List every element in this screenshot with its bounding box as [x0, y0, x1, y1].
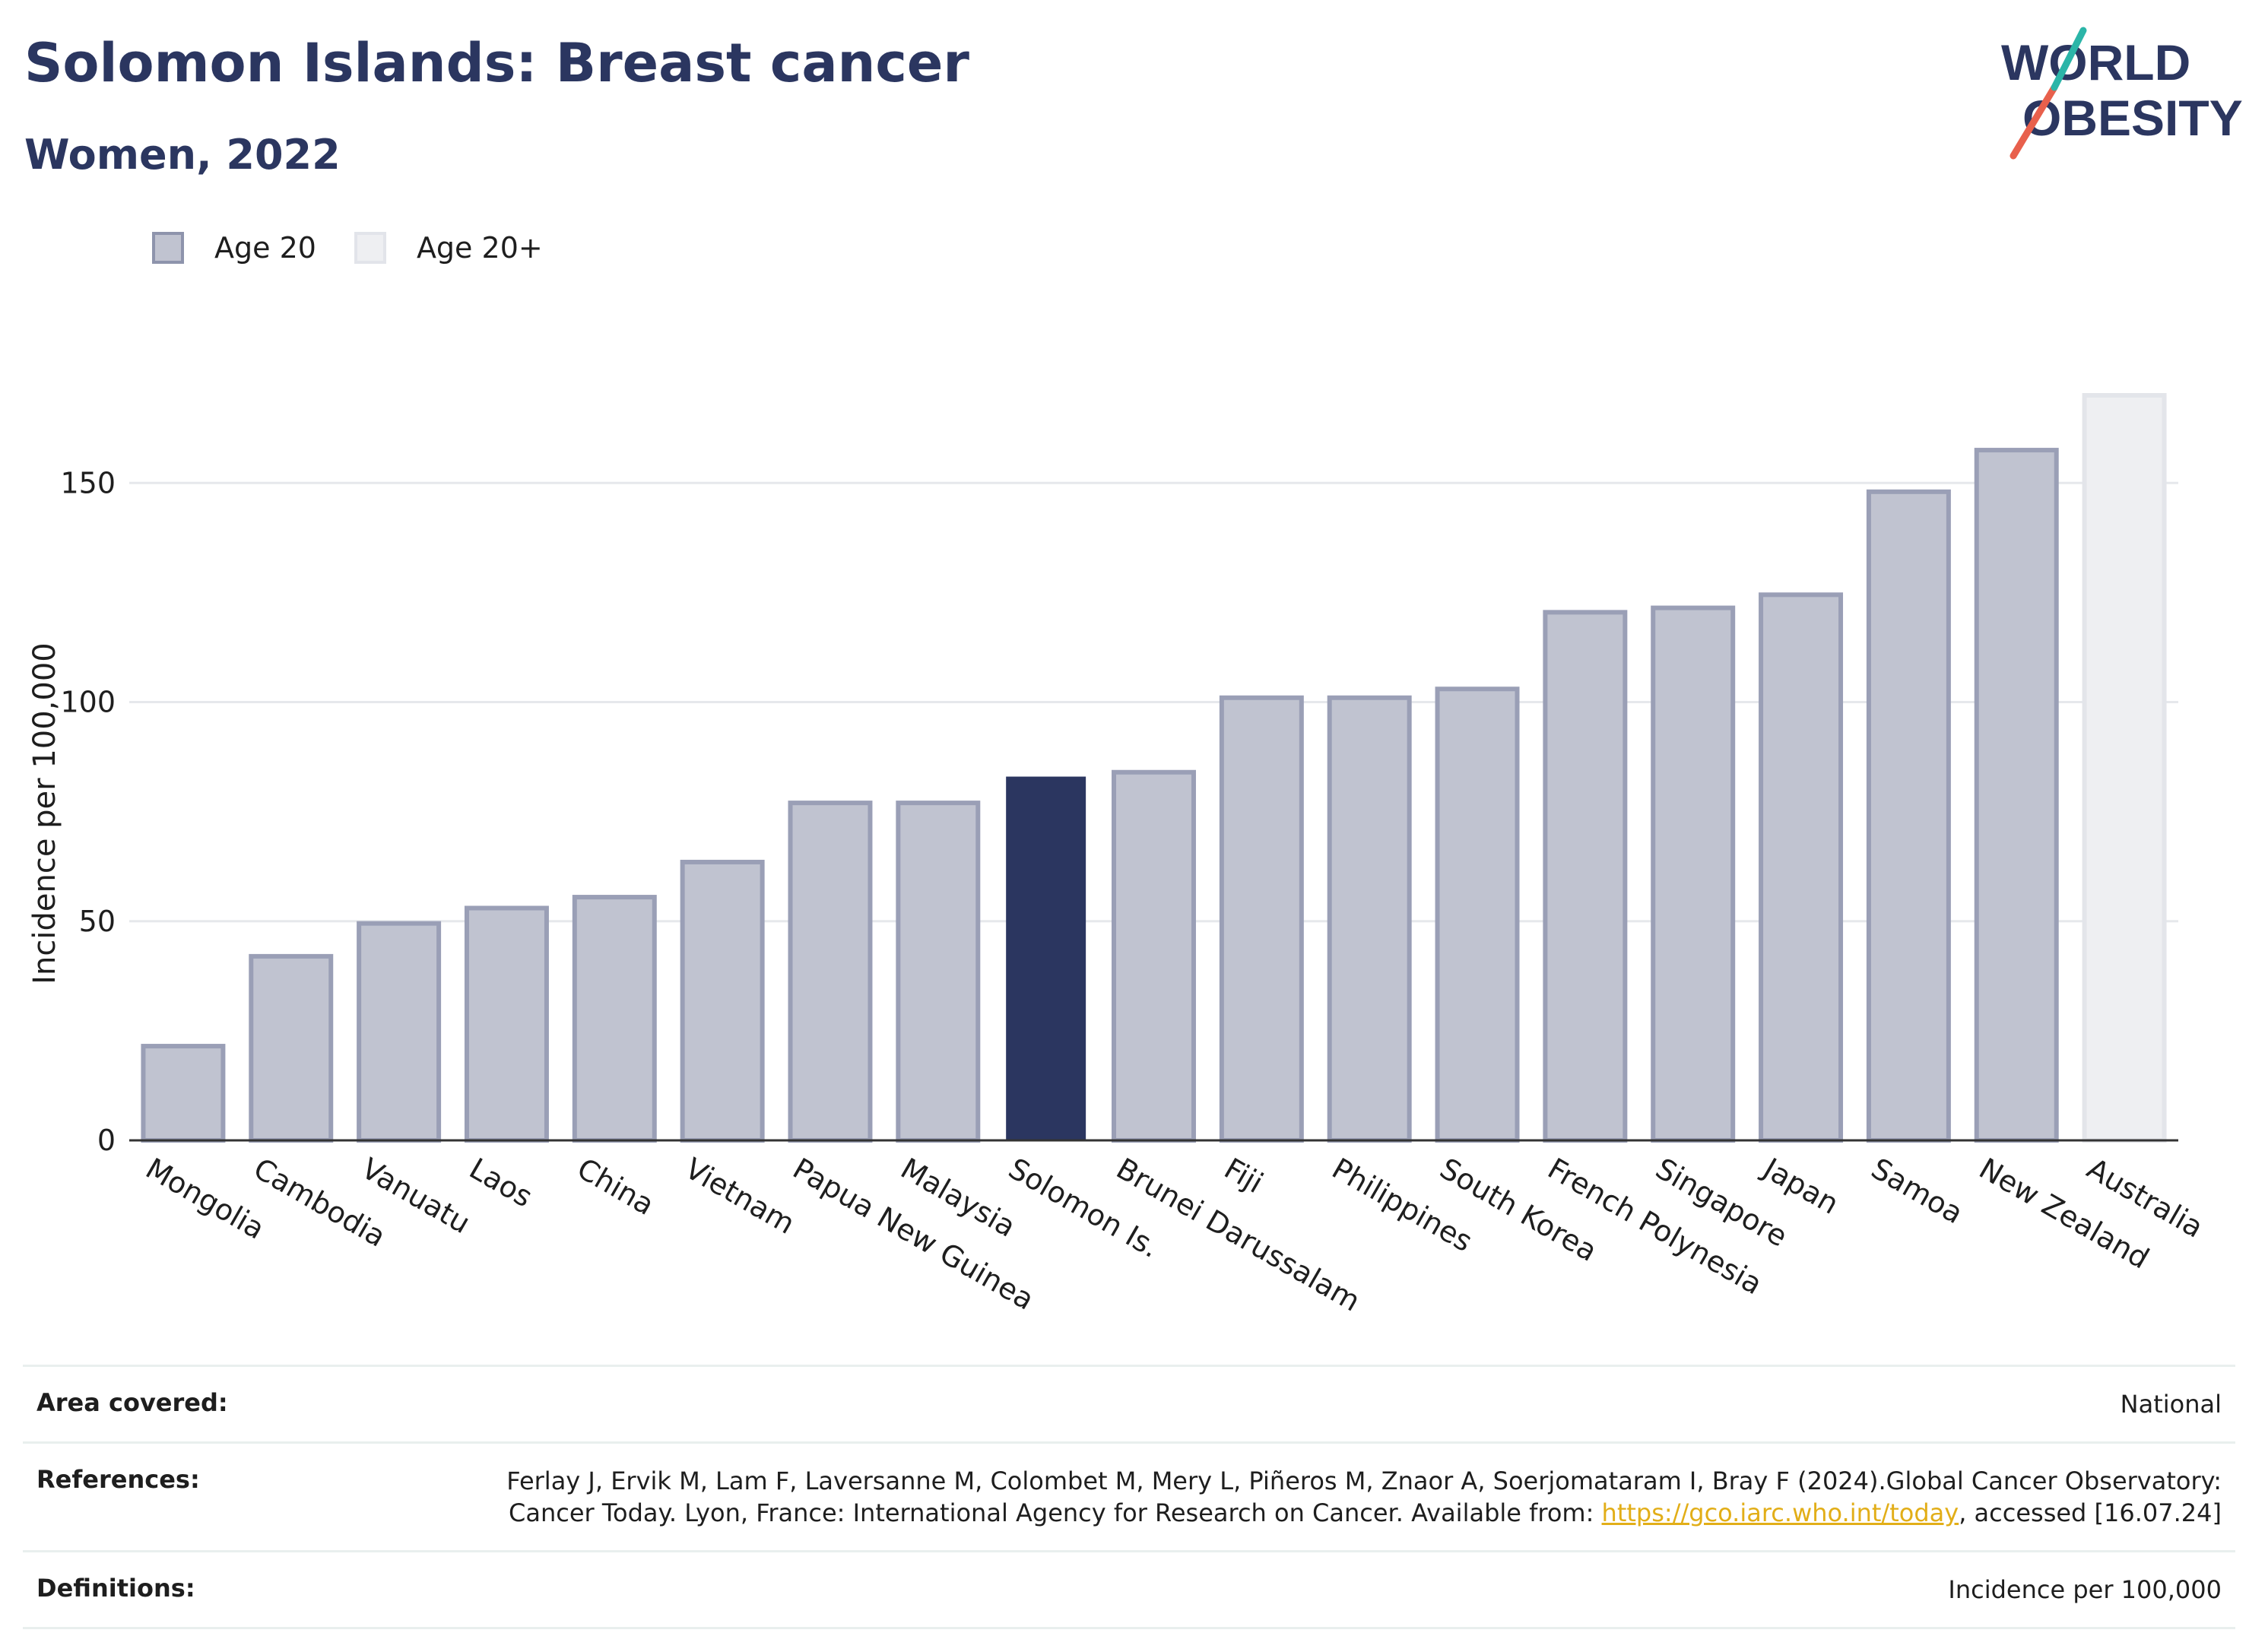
bar-malaysia[interactable]	[896, 801, 981, 1143]
bar-samoa[interactable]	[1866, 489, 1951, 1143]
references-label: References:	[36, 1465, 200, 1494]
area-row: Area covered: National	[23, 1365, 2235, 1441]
references-value: Ferlay J, Ervik M, Lam F, Laversanne M, …	[473, 1465, 2222, 1529]
legend-label-age20: Age 20	[214, 231, 316, 265]
bar-south-korea[interactable]	[1435, 686, 1520, 1143]
x-tick-label: Samoa	[1866, 1152, 1968, 1231]
logo-slash-red	[2010, 84, 2058, 160]
x-tick-label: Vietnam	[680, 1152, 801, 1241]
bars	[141, 393, 2167, 1143]
bar-papua-new-guinea[interactable]	[788, 801, 873, 1143]
chart-legend: Age 20 Age 20+	[152, 227, 581, 269]
logo-line1: WORLD	[2001, 34, 2190, 90]
bar-laos[interactable]	[464, 905, 549, 1143]
references-row: References: Ferlay J, Ervik M, Lam F, La…	[23, 1441, 2235, 1550]
area-value: National	[2120, 1390, 2222, 1419]
page-title: Solomon Islands: Breast cancer	[24, 32, 969, 94]
x-tick-label: Laos	[464, 1152, 538, 1214]
logo-line2: OBESITY	[2022, 90, 2243, 146]
bar-solomon-is[interactable]	[1006, 776, 1086, 1140]
bar-brunei-darussalam[interactable]	[1112, 769, 1196, 1143]
y-tick-label: 50	[79, 905, 116, 938]
bar-vietnam[interactable]	[680, 859, 765, 1143]
bar-china[interactable]	[572, 895, 657, 1143]
bar-fiji[interactable]	[1219, 695, 1304, 1143]
bar-australia[interactable]	[2082, 393, 2167, 1143]
legend-item-age20[interactable]: Age 20	[152, 231, 316, 265]
legend-swatch-age20	[152, 232, 184, 264]
y-tick-label: 150	[60, 466, 116, 499]
definitions-value: Incidence per 100,000	[1948, 1575, 2222, 1604]
definitions-row: Definitions: Incidence per 100,000	[23, 1550, 2235, 1629]
y-axis-label: Incidence per 100,000	[27, 642, 62, 985]
world-obesity-logo: WORLD OBESITY	[2001, 27, 2243, 160]
definitions-label: Definitions:	[36, 1574, 195, 1603]
legend-swatch-age20plus	[354, 232, 386, 264]
bar-new-zealand[interactable]	[1974, 448, 2059, 1143]
info-table: Area covered: National References: Ferla…	[23, 1365, 2235, 1629]
legend-label-age20plus: Age 20+	[416, 231, 543, 265]
logo-slash-teal	[2051, 27, 2087, 91]
bar-vanuatu[interactable]	[357, 921, 442, 1143]
page-subtitle: Women, 2022	[24, 131, 341, 179]
y-tick-labels: 0 50 100 150	[60, 466, 116, 1157]
bar-mongolia[interactable]	[141, 1044, 226, 1143]
y-tick-label: 100	[60, 686, 116, 719]
bar-singapore[interactable]	[1651, 605, 1736, 1143]
references-suffix: , accessed [16.07.24]	[1959, 1498, 2222, 1527]
bar-philippines[interactable]	[1327, 695, 1412, 1143]
x-tick-label: Mongolia	[140, 1152, 270, 1246]
bar-japan[interactable]	[1759, 592, 1844, 1143]
bar-cambodia[interactable]	[249, 953, 334, 1143]
references-link[interactable]: https://gco.iarc.who.int/today	[1601, 1498, 1959, 1527]
x-tick-label: Fiji	[1219, 1152, 1269, 1200]
area-label: Area covered:	[36, 1388, 228, 1417]
y-tick-label: 0	[97, 1124, 116, 1157]
legend-item-age20plus[interactable]: Age 20+	[354, 231, 543, 265]
x-tick-label: China	[572, 1152, 660, 1222]
bar-french-polynesia[interactable]	[1543, 610, 1628, 1143]
references-text: Ferlay J, Ervik M, Lam F, Laversanne M, …	[506, 1467, 2222, 1527]
